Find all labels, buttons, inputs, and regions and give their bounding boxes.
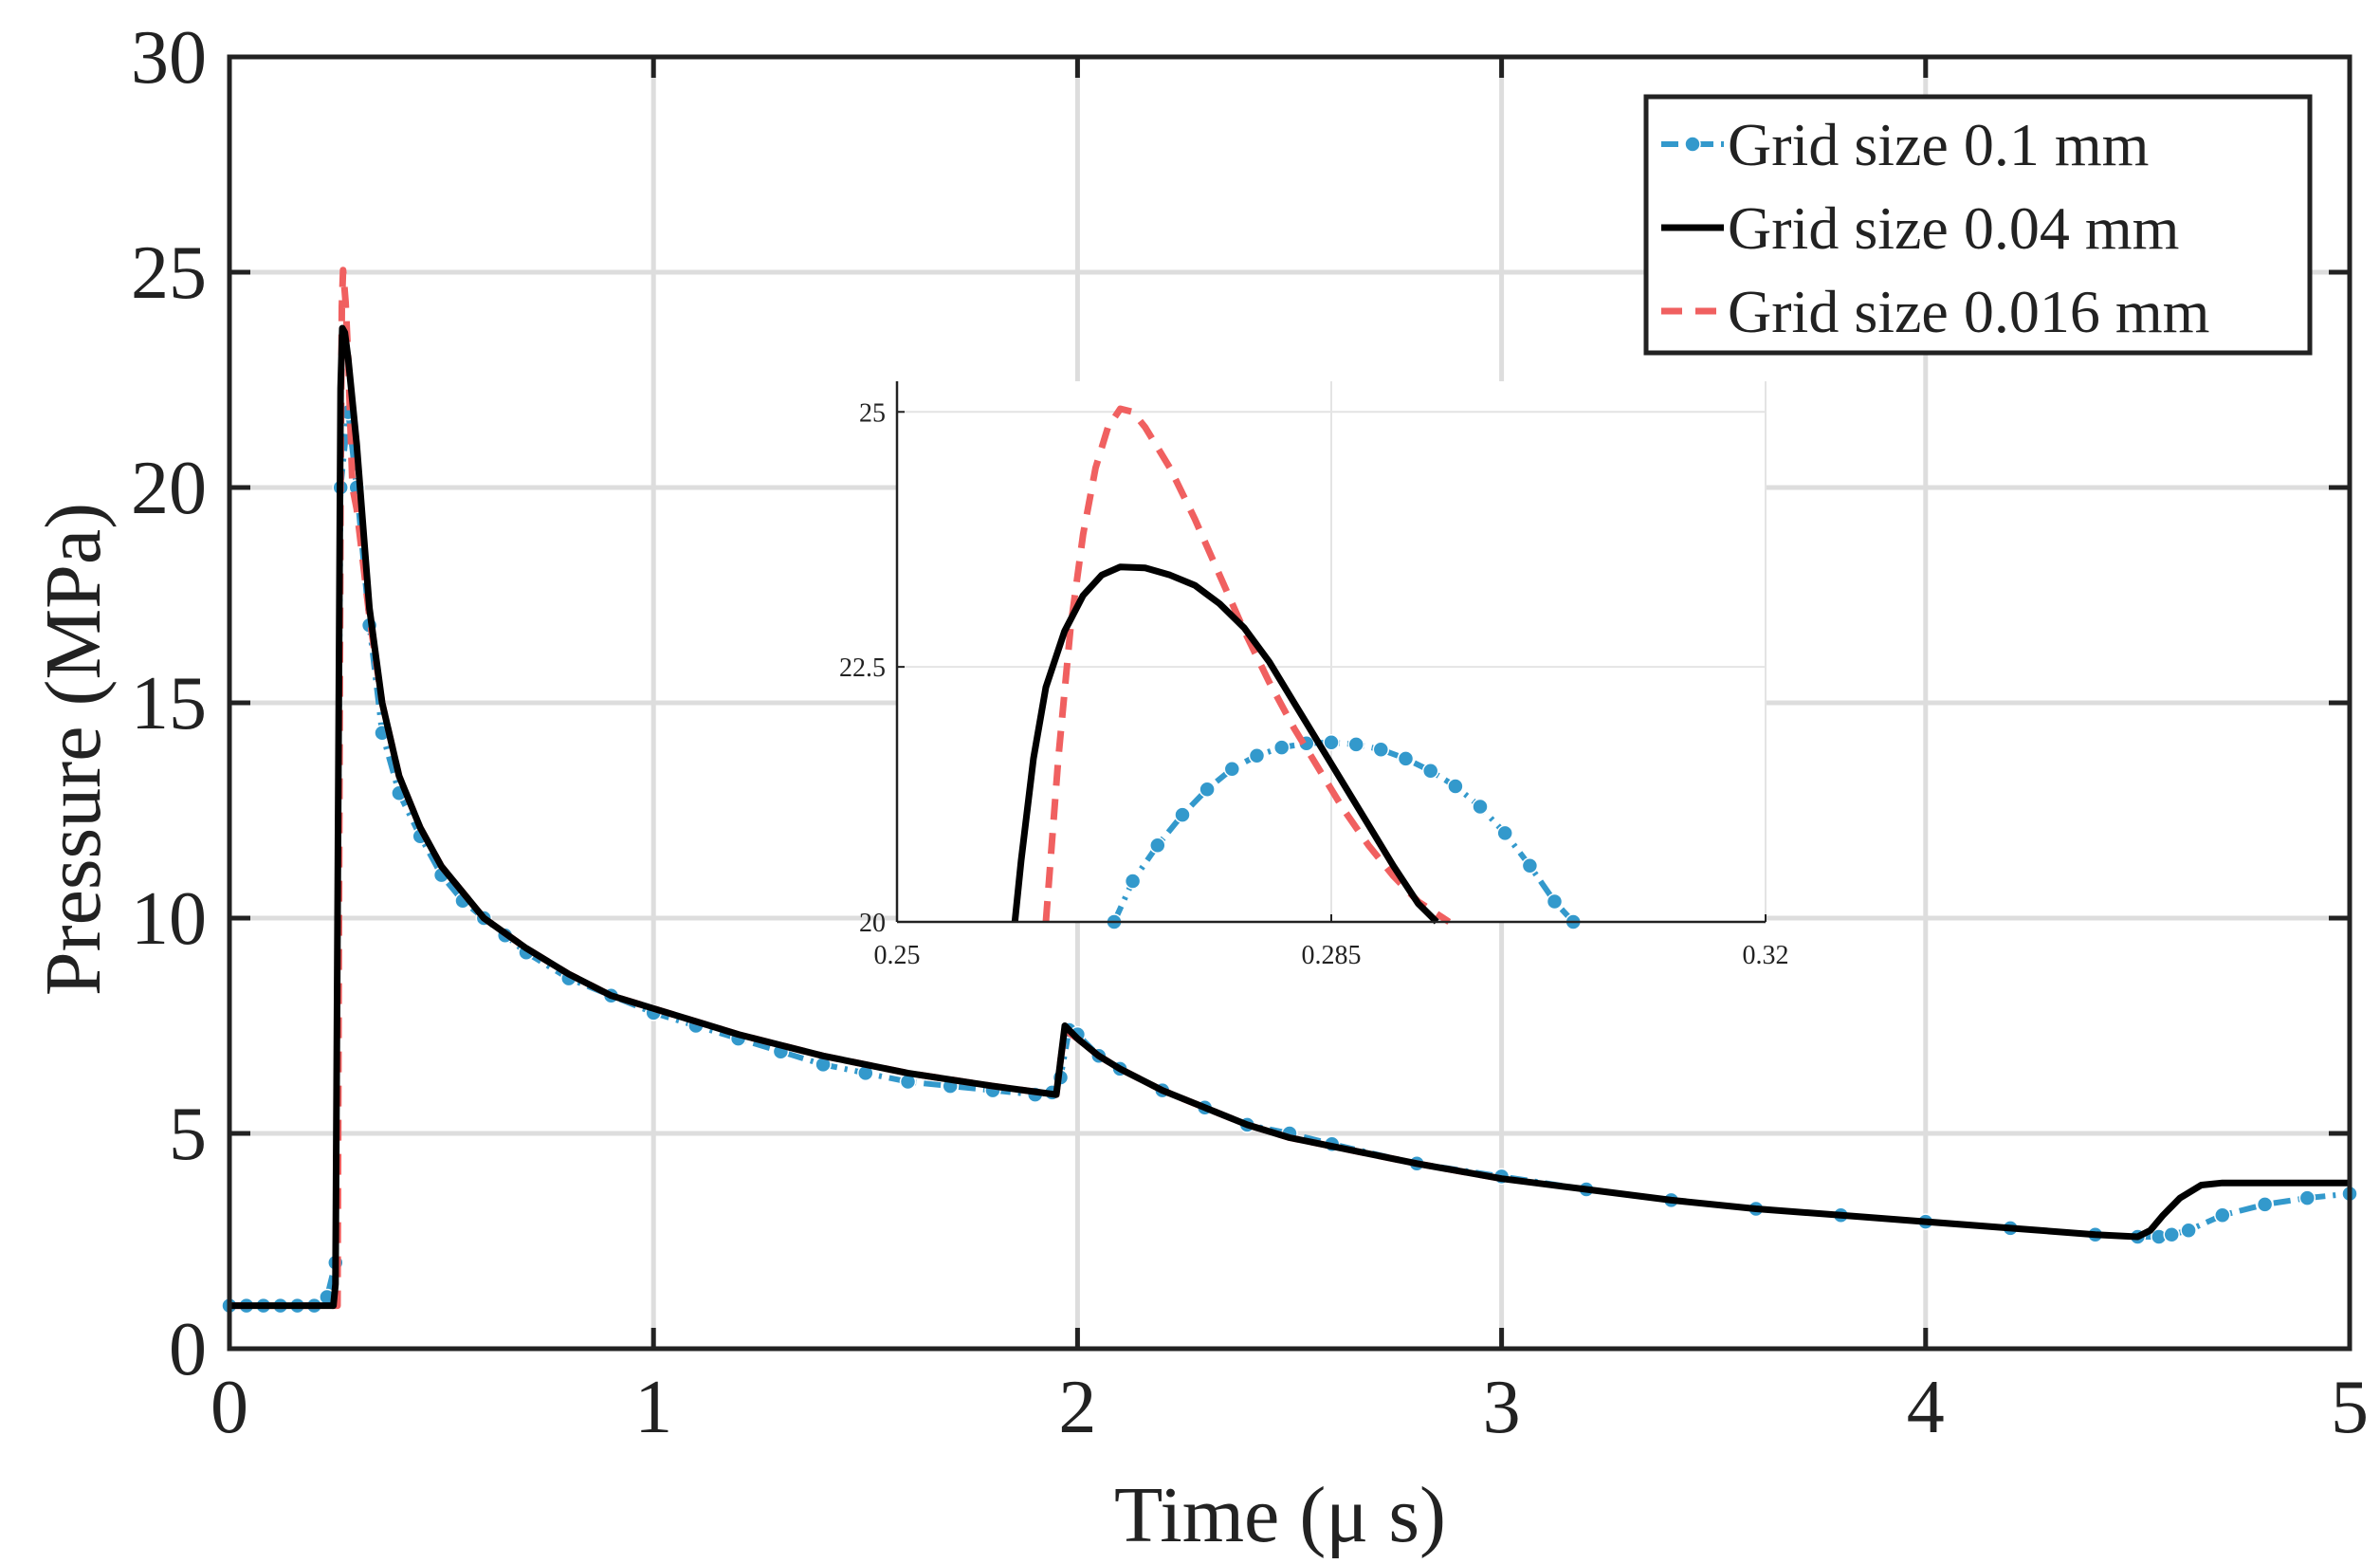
legend-label: Grid size 0.016 mm: [1728, 278, 2209, 345]
inset-y-tick-label: 20: [859, 909, 886, 938]
inset-series-point: [1323, 733, 1340, 751]
inset-series-point: [1397, 750, 1415, 767]
inset-series-point: [1421, 763, 1439, 780]
inset-series-point: [1546, 892, 1564, 911]
x-tick-label: 0: [211, 1366, 248, 1449]
legend-label: Grid size 0.1 mm: [1728, 111, 2149, 178]
main-series: [221, 267, 2358, 1315]
inset-series-point: [1347, 736, 1364, 753]
legend: Grid size 0.1 mm Grid size 0.04 mm Grid si…: [1643, 94, 2313, 356]
inset-y-tick-label: 22.5: [839, 653, 886, 683]
main-tick-labels: 0 1 2 3 4 5 0 5 10 15 20 25 30: [131, 16, 2369, 1449]
inset-series-point: [1124, 873, 1142, 890]
inset-series-point: [1223, 760, 1241, 778]
inset-series-point: [1248, 746, 1266, 764]
y-tick-label: 10: [131, 877, 207, 961]
inset-y-tick-label: 25: [859, 398, 886, 428]
main-series-point: [2298, 1189, 2316, 1206]
inset-series-point: [1174, 806, 1191, 823]
legend-items: Grid size 0.1 mm Grid size 0.04 mm Grid si…: [1661, 111, 2209, 345]
inset-series-point: [1521, 857, 1539, 874]
inset-x-tick-label: 0.285: [1302, 941, 1362, 970]
y-tick-label: 30: [131, 16, 207, 100]
inset-series-line-2: [1042, 405, 1452, 925]
inset-x-tick-label: 0.25: [874, 941, 921, 970]
inset-series-point: [1272, 739, 1291, 756]
inset-series-point: [1447, 778, 1464, 795]
legend-label: Grid size 0.04 mm: [1728, 194, 2179, 262]
x-tick-label: 1: [634, 1366, 672, 1449]
inset-series-point: [1372, 741, 1390, 758]
y-tick-label: 0: [169, 1308, 207, 1391]
inset-series-point: [1472, 798, 1489, 816]
inset-series-point: [1149, 837, 1166, 855]
inset-series-point: [1496, 824, 1513, 842]
x-axis-label: Time (μ s): [1114, 1471, 1446, 1559]
legend-marker: [1684, 136, 1701, 153]
x-tick-label: 5: [2331, 1366, 2369, 1449]
main-series-point: [2163, 1225, 2180, 1243]
y-axis-label: Pressure (MPa): [29, 503, 118, 996]
inset-series-point: [1199, 781, 1216, 798]
legend-item: Grid size 0.04 mm: [1661, 194, 2179, 262]
x-tick-label: 3: [1483, 1366, 1521, 1449]
inset-tick-labels: 0.25 0.285 0.32 20 22.5 25: [839, 398, 1789, 970]
inset-axes: [895, 381, 1767, 924]
main-series-point: [2180, 1222, 2197, 1239]
y-tick-label: 20: [131, 447, 207, 530]
inset-series-line-1: [1011, 563, 1439, 925]
main-series-point: [2214, 1206, 2231, 1224]
y-tick-label: 5: [169, 1093, 207, 1176]
legend-item: Grid size 0.016 mm: [1661, 278, 2209, 345]
legend-item: Grid size 0.1 mm: [1661, 111, 2149, 178]
legend-box: [1643, 94, 2313, 356]
x-tick-label: 2: [1058, 1366, 1096, 1449]
y-tick-label: 25: [131, 231, 207, 315]
main-series-point: [2256, 1196, 2274, 1213]
x-tick-label: 4: [1907, 1366, 1945, 1449]
inset-x-tick-label: 0.32: [1743, 941, 1789, 970]
main-ticks: [227, 54, 2353, 1352]
main-series-line-1: [229, 324, 2350, 1310]
inset-plot: 0.25 0.285 0.32 20 22.5 25: [839, 381, 1789, 970]
y-tick-label: 15: [131, 662, 207, 745]
